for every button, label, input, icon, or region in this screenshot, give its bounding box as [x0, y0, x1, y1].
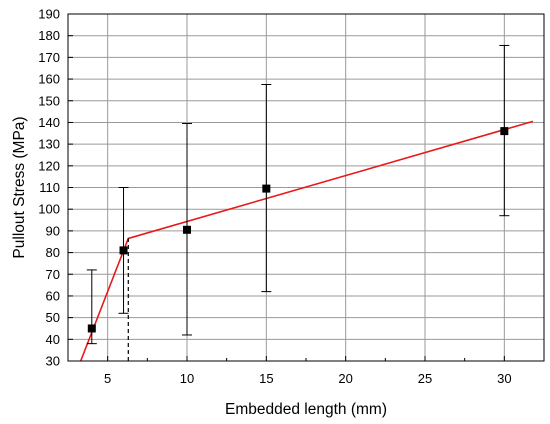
data-point	[119, 246, 128, 255]
y-tick-label: 160	[38, 72, 60, 87]
x-axis-title: Embedded length (mm)	[225, 401, 387, 418]
y-axis-title: Pullout Stress (MPa)	[11, 116, 28, 258]
x-tick-label: 30	[497, 371, 511, 386]
y-tick-label: 110	[39, 180, 60, 195]
y-tick-label: 80	[46, 245, 60, 260]
fit-line	[79, 120, 534, 362]
y-tick-label: 40	[46, 332, 60, 347]
y-tick-label: 90	[46, 223, 60, 238]
y-tick-label: 70	[46, 267, 60, 282]
y-tick-labels: 30 40 50 60 70 80 90 100 110 120 130 140 150 160 170 18…	[38, 7, 60, 369]
data-point	[87, 324, 96, 333]
x-tick-label: 15	[259, 371, 273, 386]
x-tick-label: 25	[418, 371, 432, 386]
y-tick-label: 60	[46, 288, 60, 303]
data-point	[183, 225, 191, 234]
y-tick-label: 120	[38, 158, 60, 173]
x-tick-label: 5	[104, 371, 111, 386]
y-tick-label: 150	[38, 93, 60, 108]
x-tick-label: 20	[338, 371, 352, 386]
y-tick-label: 50	[46, 310, 60, 325]
y-tick-label: 30	[46, 354, 60, 369]
y-tick-label: 130	[38, 137, 60, 152]
data-point	[500, 127, 509, 136]
error-bars-group	[86, 44, 510, 345]
axis-ticks	[68, 13, 505, 362]
fit-line-group	[79, 120, 534, 362]
data-points-group	[87, 127, 509, 333]
y-tick-label: 100	[38, 202, 60, 217]
data-point	[262, 184, 271, 193]
x-tick-labels: 5 10 15 20 25 30	[104, 371, 512, 386]
y-tick-label: 170	[38, 50, 60, 65]
y-tick-label: 140	[38, 115, 60, 130]
y-tick-label: 190	[38, 7, 60, 22]
y-tick-label: 180	[38, 28, 60, 43]
x-tick-label: 10	[180, 371, 194, 386]
